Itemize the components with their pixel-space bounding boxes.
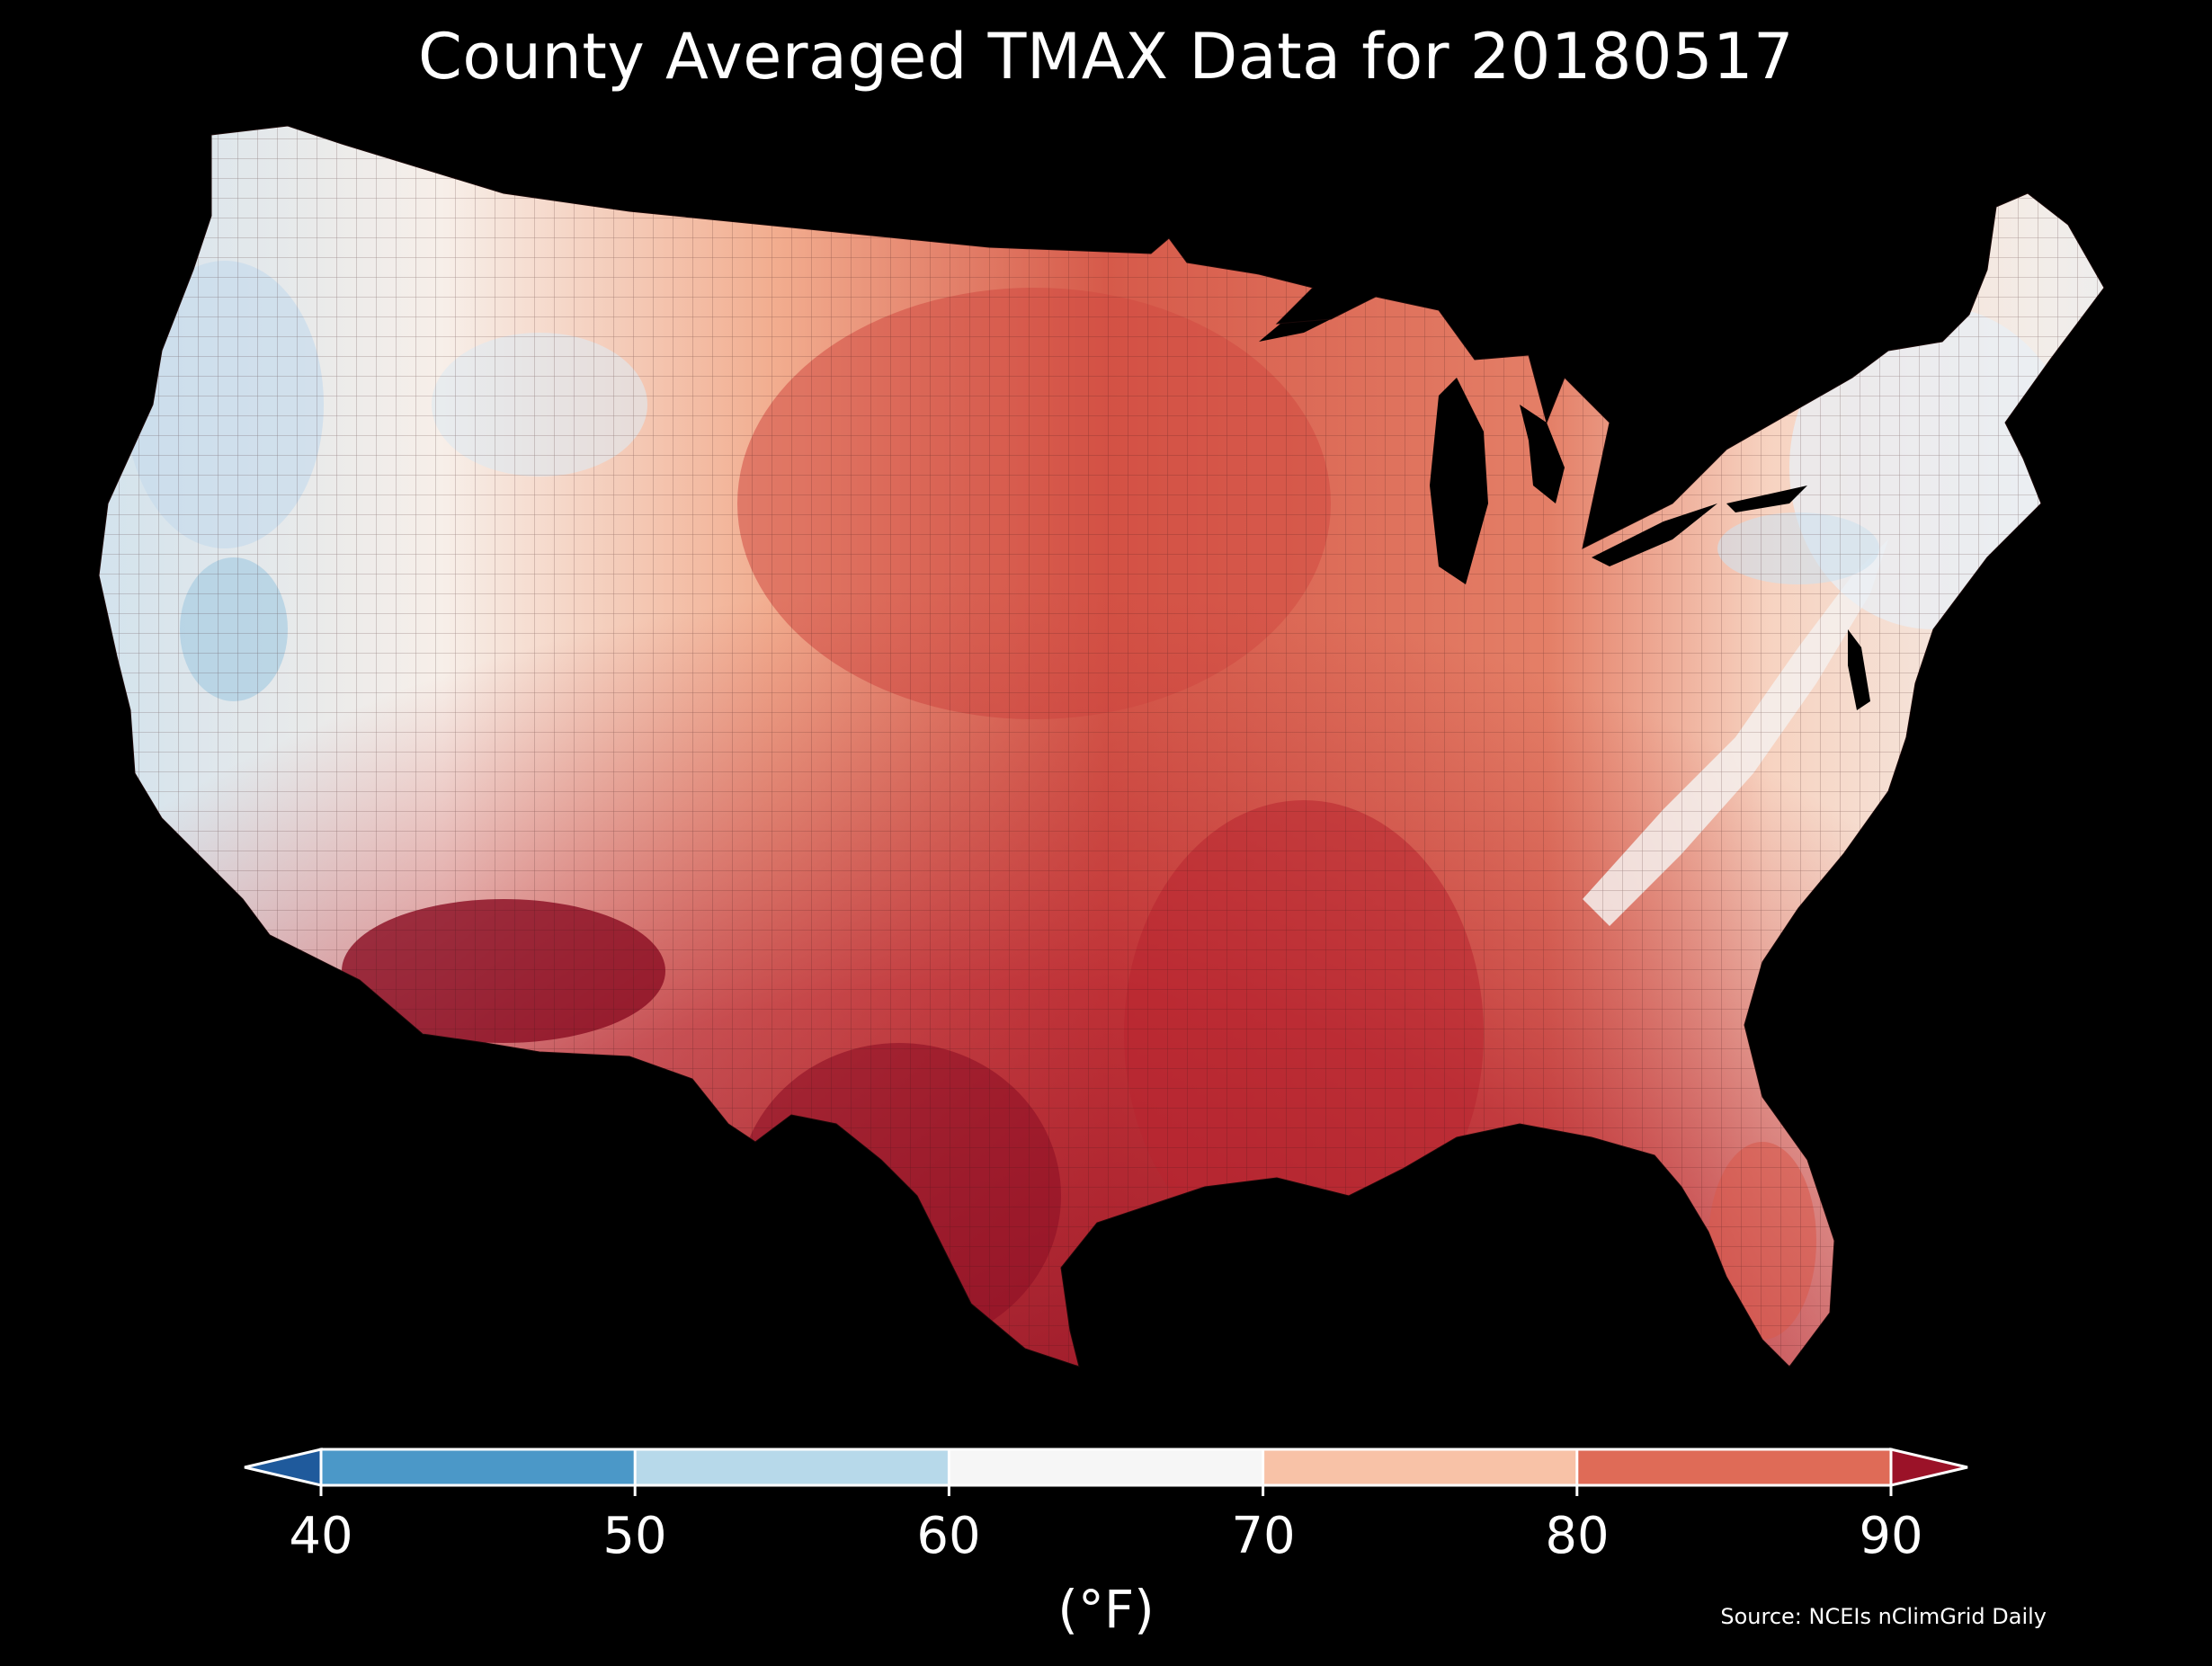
source-attribution: Source: NCEIs nClimGrid Daily (1720, 1604, 2047, 1629)
colorbar-bin (635, 1449, 950, 1485)
colorbar-tick-label: 70 (1231, 1507, 1296, 1565)
colorbar-over-arrow (1889, 1448, 1968, 1487)
colorbar-bin (1576, 1449, 1891, 1485)
colorbar-tick-label: 80 (1545, 1507, 1610, 1565)
colorbar-units-label: (°F) (1057, 1579, 1155, 1640)
colorbar-tick-label: 50 (602, 1507, 667, 1565)
colorbar-tick-label: 90 (1859, 1507, 1923, 1565)
colorbar-bin (949, 1449, 1263, 1485)
colorbar-under-arrow (244, 1448, 323, 1487)
colorbar-tick-label: 60 (916, 1507, 981, 1565)
colorbar-bin (1262, 1449, 1577, 1485)
colorbar-tick-label: 40 (289, 1507, 353, 1565)
colorbar-bin (321, 1449, 636, 1485)
map-title: County Averaged TMAX Data for 20180517 (417, 20, 1795, 94)
